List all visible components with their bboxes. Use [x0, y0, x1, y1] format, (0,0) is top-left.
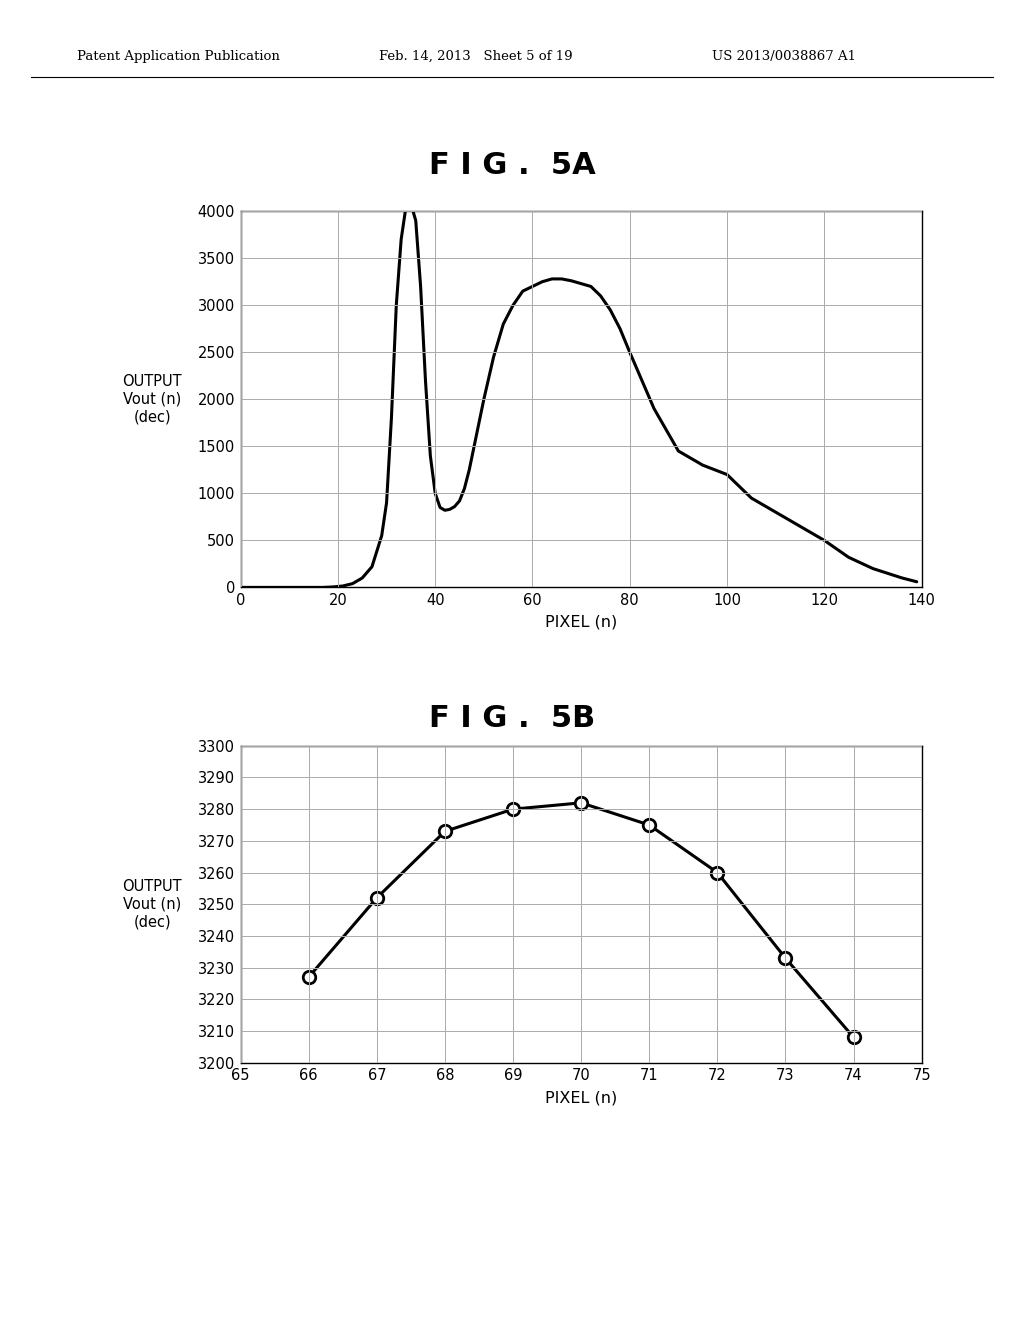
- X-axis label: PIXEL (n): PIXEL (n): [545, 1090, 617, 1105]
- Text: Feb. 14, 2013   Sheet 5 of 19: Feb. 14, 2013 Sheet 5 of 19: [379, 50, 572, 63]
- Text: Patent Application Publication: Patent Application Publication: [77, 50, 280, 63]
- Y-axis label: OUTPUT
Vout (n)
(dec): OUTPUT Vout (n) (dec): [122, 375, 182, 424]
- Text: F I G .  5A: F I G . 5A: [429, 150, 595, 180]
- Text: US 2013/0038867 A1: US 2013/0038867 A1: [712, 50, 856, 63]
- Y-axis label: OUTPUT
Vout (n)
(dec): OUTPUT Vout (n) (dec): [122, 879, 182, 929]
- Text: F I G .  5B: F I G . 5B: [429, 704, 595, 733]
- X-axis label: PIXEL (n): PIXEL (n): [545, 615, 617, 630]
